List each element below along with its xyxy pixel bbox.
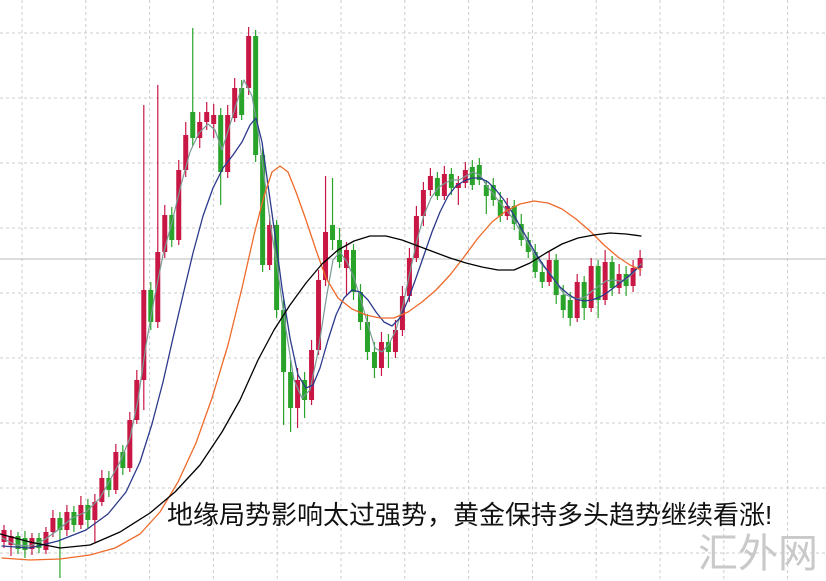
- candle-body: [92, 502, 98, 520]
- candle-body: [134, 380, 140, 420]
- candle-body: [323, 232, 329, 280]
- candle-body: [8, 536, 14, 545]
- candle-body: [357, 292, 363, 322]
- candle-body: [267, 225, 273, 265]
- candle-body: [246, 36, 252, 88]
- candle-body: [546, 260, 552, 282]
- candle-body: [385, 342, 391, 352]
- candle-body: [455, 183, 461, 188]
- candle-body: [497, 200, 503, 216]
- candle-body: [364, 322, 370, 352]
- candle-body: [371, 352, 377, 368]
- candle-body: [316, 280, 322, 350]
- candle-body: [490, 185, 496, 200]
- candle-body: [588, 266, 594, 308]
- candle-body: [85, 505, 91, 520]
- candle-body: [204, 112, 210, 122]
- candle-body: [574, 282, 580, 318]
- candle-body: [378, 342, 384, 368]
- candle-body: [239, 88, 245, 115]
- candle-body: [476, 165, 482, 180]
- candle-body: [434, 178, 440, 196]
- candle-body: [427, 176, 433, 190]
- candle-body: [532, 252, 538, 272]
- candle-body: [483, 185, 489, 196]
- candle-body: [78, 505, 84, 525]
- candle-body: [183, 135, 189, 170]
- candle-body: [43, 532, 49, 550]
- candle-body: [57, 518, 63, 530]
- candle-body: [190, 112, 196, 138]
- candle-body: [99, 478, 105, 502]
- candle-body: [155, 252, 161, 322]
- candle-body: [309, 350, 315, 400]
- candle-body: [148, 290, 154, 322]
- candle-body: [253, 36, 259, 155]
- candle-body: [581, 282, 587, 308]
- candle-body: [36, 538, 42, 548]
- candle-body: [113, 452, 119, 490]
- candle-body: [553, 260, 559, 295]
- watermark-huiwaiwang: 汇外网: [698, 531, 818, 576]
- candle-body: [637, 258, 643, 268]
- candle-body: [525, 240, 531, 252]
- candle-body: [630, 268, 636, 286]
- candle-body: [15, 536, 21, 549]
- candle-body: [169, 215, 175, 240]
- candle-body: [595, 266, 601, 300]
- candle-body: [567, 300, 573, 318]
- candle-body: [337, 240, 343, 262]
- candle-body: [71, 512, 77, 525]
- candle-body: [330, 225, 336, 240]
- candle-body: [225, 115, 231, 172]
- candle-body: [120, 452, 126, 468]
- chart-annotation-text: 地缘局势影响太过强势，黄金保持多头趋势继续看涨!: [167, 500, 773, 530]
- candle-body: [29, 538, 35, 549]
- candle-body: [469, 167, 475, 185]
- candle-body: [127, 420, 133, 468]
- candle-body: [260, 155, 266, 265]
- candles-group: [1, 27, 643, 578]
- candle-body: [162, 215, 168, 252]
- candle-body: [295, 380, 301, 408]
- candle-body: [141, 290, 147, 380]
- candle-body: [302, 380, 308, 400]
- candle-body: [1, 530, 7, 542]
- candle-body: [197, 122, 203, 138]
- candle-body: [281, 310, 287, 372]
- candle-body: [560, 295, 566, 310]
- candle-body: [22, 538, 28, 550]
- candle-body: [441, 174, 447, 196]
- candle-body: [413, 216, 419, 258]
- candle-body: [211, 115, 217, 124]
- ma-medium-navy-line: [1, 117, 641, 549]
- candle-body: [351, 250, 356, 292]
- candle-body: [50, 518, 56, 532]
- candle-body: [392, 330, 398, 352]
- candle-body: [344, 250, 350, 268]
- candle-body: [448, 174, 454, 188]
- candle-body: [232, 88, 238, 118]
- candle-body: [609, 262, 615, 288]
- candle-body: [274, 225, 280, 310]
- ma-slowest-black-line: [0, 232, 642, 549]
- candle-body: [218, 115, 224, 172]
- ma-fast-teal-line: [1, 79, 642, 547]
- ma-slow-orange-line: [1, 165, 642, 561]
- candle-body: [106, 478, 112, 490]
- candle-body: [288, 372, 294, 408]
- candle-body: [64, 512, 70, 530]
- candle-body: [176, 170, 182, 240]
- candle-body: [539, 272, 545, 282]
- candle-body: [623, 274, 629, 286]
- candle-body: [420, 190, 426, 216]
